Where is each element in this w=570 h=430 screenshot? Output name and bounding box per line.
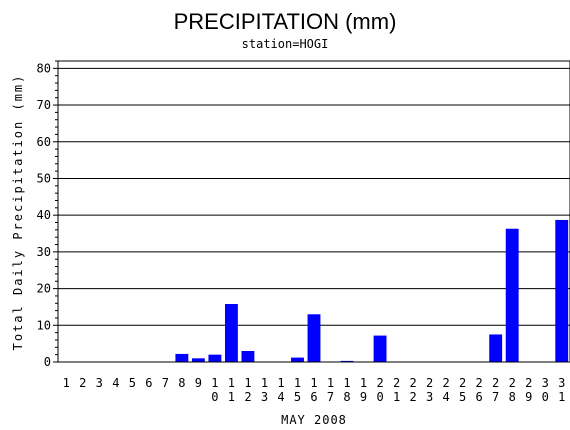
- y-minor-ticks: [53, 60, 58, 363]
- bar-day-27: [489, 334, 503, 362]
- bar-day-8: [175, 353, 189, 362]
- plot-frame: [57, 60, 570, 363]
- chart-title: PRECIPITATION (mm): [174, 9, 397, 34]
- x-tick-labels: 1 2 3 4 5 6 7 8 9 1 01 11 21 31 41 51 61 71 81 92 02 12 22 32 42…: [63, 376, 566, 404]
- chart-subtitle: station=HOGI: [242, 37, 329, 51]
- bar-day-15: [291, 357, 304, 362]
- x-tick-label-4: 4: [112, 376, 119, 390]
- x-tick-label-1: 1: [63, 376, 70, 390]
- bar-day-11: [224, 304, 238, 362]
- x-tick-label-9: 9: [195, 376, 202, 390]
- y-tick-label-80: 80: [37, 61, 51, 75]
- bar-day-28: [505, 228, 519, 362]
- x-tick-label-7: 7: [162, 376, 169, 390]
- y-tick-label-20: 20: [37, 282, 51, 296]
- x-tick-label-3: 3: [96, 376, 103, 390]
- y-axis-label: Total Daily Precipitation (mm): [11, 74, 25, 351]
- y-tick-label-40: 40: [37, 208, 51, 222]
- bar-day-16: [307, 314, 321, 362]
- bar-day-18: [340, 360, 354, 362]
- bar-day-20: [373, 335, 387, 362]
- y-tick-label-60: 60: [37, 135, 51, 149]
- y-tick-label-50: 50: [37, 171, 51, 185]
- bar-day-12: [241, 350, 255, 362]
- y-tick-label-10: 10: [37, 318, 51, 332]
- bar-day-10: [208, 354, 222, 362]
- y-tick-label-0: 0: [44, 355, 51, 369]
- y-tick-labels: 0 10 20 30 40 50 60 70 80: [37, 61, 51, 369]
- bar-day-9: [191, 358, 205, 362]
- x-tick-label-2: 2: [79, 376, 86, 390]
- x-tick-label-8: 8: [178, 376, 185, 390]
- grid-lines: [58, 67, 570, 326]
- x-tick-label-6: 6: [145, 376, 152, 390]
- y-tick-label-30: 30: [37, 245, 51, 259]
- x-tick-label-5: 5: [129, 376, 136, 390]
- y-tick-label-70: 70: [37, 98, 51, 112]
- bar-day-31: [555, 219, 569, 362]
- bars: [175, 219, 569, 362]
- x-axis-label: MAY 2008: [281, 413, 347, 427]
